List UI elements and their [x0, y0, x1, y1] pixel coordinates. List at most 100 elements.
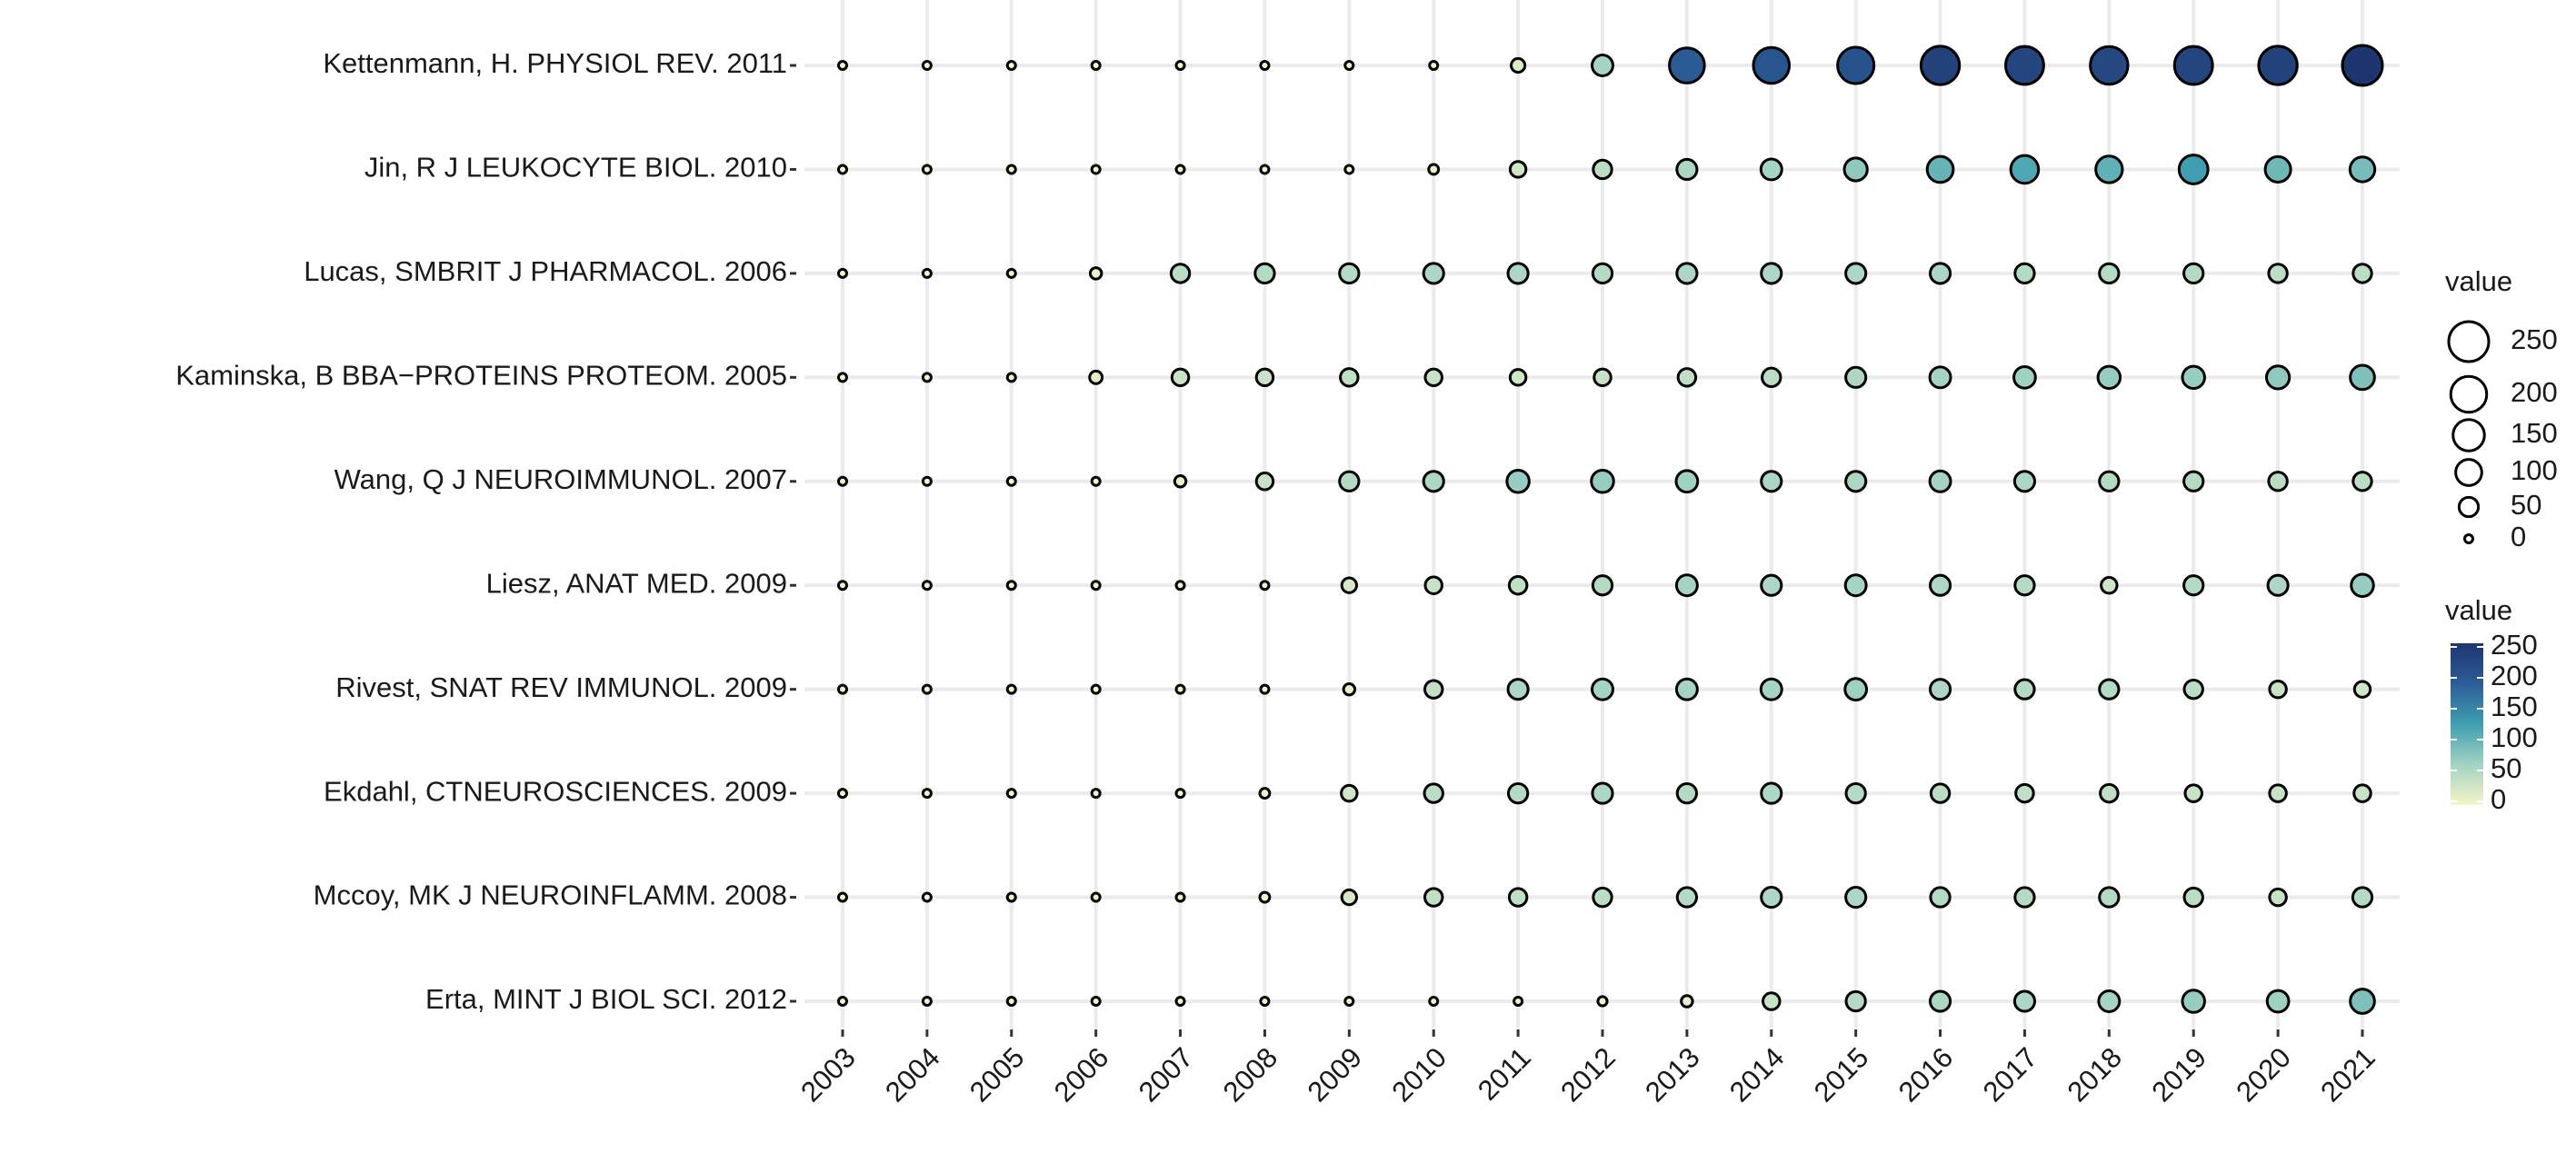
bubble: [1169, 263, 1192, 284]
bubble: [1508, 368, 1528, 387]
bubble: [2004, 45, 2045, 86]
bubble: [1593, 367, 1612, 388]
bubble: [1752, 45, 1792, 85]
x-tick-label: 2019: [2145, 1041, 2212, 1108]
bubble: [921, 788, 933, 800]
bubble: [1259, 683, 1271, 695]
y-tick-label: Wang, Q J NEUROIMMUNOL. 2007: [334, 463, 787, 495]
x-tick-label: 2013: [1639, 1041, 1706, 1108]
x-tick-label: 2009: [1302, 1041, 1369, 1108]
bubble: [2098, 262, 2121, 285]
bubble: [1259, 580, 1271, 591]
bubble: [1674, 573, 1699, 598]
x-tick-label: 2005: [964, 1041, 1031, 1108]
bubble: [1259, 996, 1271, 1007]
bubble: [921, 60, 933, 71]
colorbar-label: 200: [2491, 660, 2538, 691]
bubble: [1174, 683, 1186, 695]
bubble: [921, 580, 933, 591]
bubble: [2089, 45, 2130, 86]
bubble: [1928, 989, 1952, 1013]
colorbar-label: 150: [2491, 691, 2538, 722]
bubble: [1760, 470, 1783, 493]
x-tick-label: 2017: [1977, 1041, 2044, 1108]
bubble: [1005, 60, 1017, 71]
bubble: [1342, 681, 1357, 697]
bubble: [2013, 886, 2036, 909]
bubble: [1422, 470, 1445, 493]
bubble: [1174, 891, 1186, 903]
bubble: [1928, 262, 1952, 285]
bubble: [1090, 788, 1102, 800]
bubble: [1592, 158, 1613, 181]
bubble: [2266, 573, 2290, 597]
bubble: [1506, 262, 1530, 285]
x-tick-label: 2014: [1723, 1041, 1791, 1108]
bubble: [2183, 783, 2203, 803]
bubble: [837, 164, 848, 175]
bubble: [1928, 573, 1952, 597]
bubble: [921, 267, 933, 279]
bubble: [921, 996, 933, 1007]
y-tick-label: Ekdahl, CTNEUROSCIENCES. 2009: [324, 775, 787, 807]
bubble: [1505, 469, 1531, 494]
bubble: [2351, 471, 2373, 492]
colorbar-label: 0: [2491, 783, 2506, 815]
bubble: [1596, 995, 1609, 1008]
bubble: [2182, 678, 2204, 701]
bubble: [2182, 262, 2205, 285]
bubble: [921, 683, 933, 695]
bubble: [2098, 470, 2121, 492]
bubble: [2098, 678, 2121, 701]
bubble: [2012, 989, 2037, 1013]
y-tick-label: Erta, MINT J BIOL SCI. 2012: [425, 983, 787, 1015]
x-tick-label: 2008: [1217, 1041, 1284, 1108]
bubble: [1423, 887, 1444, 908]
bubble: [2098, 886, 2121, 909]
colorbar-label: 100: [2491, 721, 2538, 753]
bubble: [1675, 781, 1699, 805]
bubble: [2263, 154, 2292, 184]
bubble: [1762, 991, 1782, 1011]
bubble: [2012, 470, 2037, 493]
bubble: [1510, 56, 1527, 75]
bubble: [1340, 783, 1359, 803]
bubble: [1591, 262, 1614, 285]
bubble: [1919, 45, 1962, 86]
bubble: [1675, 886, 1699, 909]
bubble: [2100, 576, 2119, 595]
bubble: [1005, 788, 1017, 800]
bubble: [1513, 996, 1524, 1007]
bubble: [1005, 891, 1017, 903]
bubble: [1928, 469, 1952, 493]
bubble: [1760, 262, 1783, 285]
x-tick-label: 2012: [1554, 1041, 1622, 1108]
y-tick-label: Liesz, ANAT MED. 2009: [486, 567, 787, 599]
bubble: [1259, 60, 1271, 71]
bubble: [1090, 60, 1102, 71]
bubble: [1174, 580, 1186, 591]
bubble: [1590, 469, 1615, 494]
bubble: [2351, 263, 2373, 284]
bubble: [1507, 887, 1529, 908]
bubble: [1423, 575, 1443, 595]
bubble: [2013, 574, 2036, 597]
bubble: [1259, 164, 1271, 175]
bubble: [1090, 683, 1102, 695]
x-tick-label: 2015: [1808, 1041, 1875, 1108]
bubble: [1428, 60, 1440, 71]
bubble: [2177, 154, 2210, 185]
legend-label: 200: [2511, 376, 2558, 408]
bubble: [1929, 782, 1952, 804]
bubble: [921, 372, 933, 383]
x-tick-label: 2020: [2230, 1041, 2297, 1108]
legend-symbol: [2451, 418, 2486, 452]
bubble: [1843, 677, 1869, 702]
bubble: [2182, 574, 2205, 597]
bubble: [2267, 471, 2289, 492]
bubble: [2268, 887, 2288, 908]
bubble: [2099, 782, 2120, 804]
legend-title: value: [2445, 594, 2512, 626]
bubble: [1675, 157, 1699, 182]
bubble: [1340, 888, 1358, 907]
